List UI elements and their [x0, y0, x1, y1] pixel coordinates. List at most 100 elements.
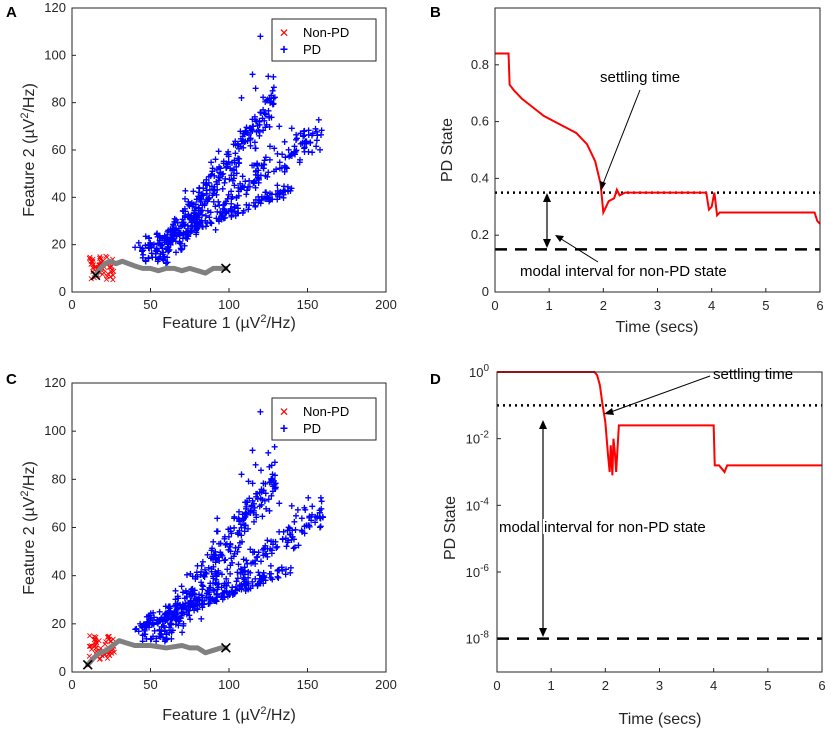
panel-b-letter: B [430, 4, 441, 21]
pd-point: + [230, 164, 237, 178]
pd-point: + [195, 592, 202, 606]
panel-d-settling-arrow [607, 375, 711, 414]
pd-point: + [231, 200, 238, 214]
pd-point: + [229, 205, 236, 219]
pd-point: + [165, 223, 172, 237]
pd-point: + [305, 128, 312, 142]
pd-point: + [205, 586, 212, 600]
nonpd-point: ✕ [89, 260, 97, 270]
pd-point: + [283, 161, 290, 175]
pd-point: + [183, 607, 190, 621]
pd-point: + [151, 624, 158, 638]
y-tick-label: 40 [52, 189, 66, 204]
nonpd-point: ✕ [95, 261, 103, 271]
pd-point: + [303, 135, 310, 149]
pd-point: + [154, 614, 161, 628]
pd-point: + [178, 606, 185, 620]
pd-point: + [140, 248, 147, 262]
pd-point: + [243, 120, 250, 134]
pd-point: + [246, 492, 253, 506]
pd-point: + [212, 594, 219, 608]
y-tick-label: 20 [52, 237, 66, 252]
pd-point: + [163, 613, 170, 627]
pd-point: + [198, 189, 205, 203]
pd-point: + [205, 561, 212, 575]
pd-point: + [300, 124, 307, 138]
pd-point: + [269, 98, 276, 112]
pd-point: + [281, 165, 288, 179]
pd-point: + [250, 158, 257, 172]
pd-point: + [241, 181, 248, 195]
pd-point: + [318, 502, 325, 516]
pd-point: + [245, 582, 252, 596]
pd-point: + [215, 214, 222, 228]
pd-point: + [168, 231, 175, 245]
pd-point: + [233, 190, 240, 204]
pd-point: + [269, 193, 276, 207]
pd-point: + [194, 559, 201, 573]
pd-point: + [198, 588, 205, 602]
pd-point: + [166, 599, 173, 613]
pd-point: + [227, 545, 234, 559]
panel-d-plot: 0 1 2 3 4 5 6 100 10-2 10-4 10-6 10-8 [466, 363, 826, 693]
pd-point: + [222, 553, 229, 567]
pd-point: + [194, 570, 201, 584]
pd-point: + [233, 574, 240, 588]
pd-point: + [185, 208, 192, 222]
pd-point: + [274, 564, 281, 578]
pd-point: + [142, 628, 149, 642]
pd-point: + [251, 174, 258, 188]
pd-point: + [188, 208, 195, 222]
pd-point: + [233, 160, 240, 174]
pd-point: + [190, 596, 197, 610]
pd-point: + [220, 586, 227, 600]
pd-point: + [194, 222, 201, 236]
pd-point: + [238, 135, 245, 149]
pd-point: + [288, 147, 295, 161]
nonpd-point: ✕ [86, 253, 94, 263]
pd-point: + [180, 205, 187, 219]
panel-d-settling-arrowhead [604, 408, 614, 415]
pd-point: + [247, 121, 254, 135]
pd-point: + [235, 511, 242, 525]
y-tick-label: 20 [52, 616, 66, 631]
pd-point: + [202, 178, 209, 192]
pd-point: + [223, 147, 230, 161]
pd-point: + [221, 198, 228, 212]
pd-point: + [312, 122, 319, 136]
pd-point: + [215, 213, 222, 227]
nonpd-point: ✕ [107, 637, 115, 647]
pd-point: + [169, 224, 176, 238]
pd-point: + [217, 205, 224, 219]
pd-point: + [141, 624, 148, 638]
y-tick-label: 10-6 [466, 563, 490, 580]
pd-point: + [269, 473, 276, 487]
pd-point: + [145, 240, 152, 254]
pd-point: + [169, 623, 176, 637]
pd-point: + [228, 208, 235, 222]
pd-point: + [154, 616, 161, 630]
pd-point: + [160, 252, 167, 266]
pd-point: + [168, 225, 175, 239]
nonpd-point: ✕ [108, 261, 116, 271]
pd-point: + [193, 593, 200, 607]
pd-point: + [158, 239, 165, 253]
pd-point: + [160, 619, 167, 633]
pd-point: + [269, 573, 276, 587]
pd-point: + [165, 604, 172, 618]
pd-point: + [247, 505, 254, 519]
pd-point: + [242, 134, 249, 148]
pd-point: + [211, 548, 218, 562]
pd-point: + [193, 593, 200, 607]
pd-point: + [216, 554, 223, 568]
pd-point: + [157, 238, 164, 252]
y-tick-label: 100 [44, 423, 66, 438]
pd-point: + [266, 191, 273, 205]
pd-point: + [228, 526, 235, 540]
pd-point: + [282, 531, 289, 545]
pd-point: + [262, 486, 269, 500]
pd-point: + [249, 158, 256, 172]
pd-point: + [256, 499, 263, 513]
pd-point: + [198, 575, 205, 589]
pd-point: + [142, 229, 149, 243]
